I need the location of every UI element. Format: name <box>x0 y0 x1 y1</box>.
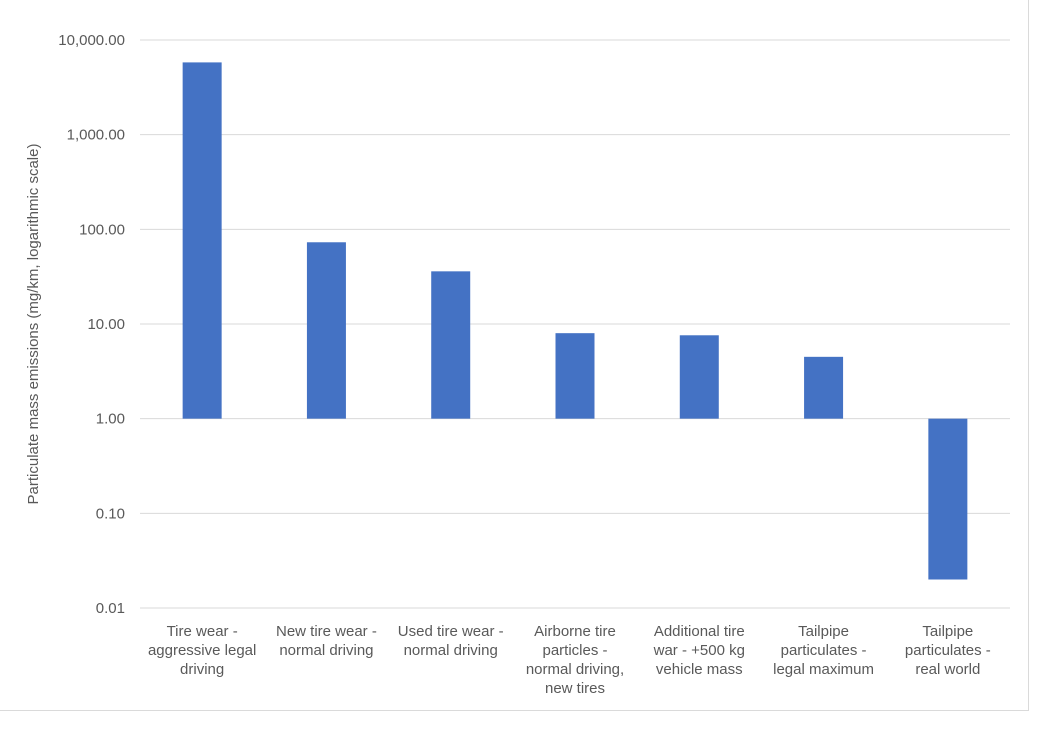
y-axis-title: Particulate mass emissions (mg/km, logar… <box>25 144 42 505</box>
chart-frame <box>0 0 1029 711</box>
x-axis-labels: Tire wear - aggressive legal driving New ti… <box>148 623 991 697</box>
x-category-label-line: Tailpipe <box>798 623 849 640</box>
x-category-label-line: Airborne tire <box>534 623 616 640</box>
x-category-label: Airborne tire particles - normal driving, n… <box>526 623 624 697</box>
x-category-label-line: Used tire wear - <box>398 623 504 640</box>
x-category-label-line: particulates - <box>781 642 867 659</box>
x-category-label-line: normal driving, <box>526 661 624 678</box>
bar <box>306 242 346 419</box>
x-category-label: Additional tire war - +500 kg vehicle mass <box>653 623 745 678</box>
y-tick-label: 1.00 <box>96 411 125 428</box>
x-category-label: Tire wear - aggressive legal driving <box>148 623 256 678</box>
x-category-label-line: particulates - <box>905 642 991 659</box>
x-category-label: Tailpipe particulates - real world <box>905 623 991 678</box>
x-category-label-line: Tailpipe <box>922 623 973 640</box>
y-tick-label: 0.01 <box>96 600 125 617</box>
bar-chart: 0.01 0.10 1.00 10.00 100.00 1,000.00 10,000.00… <box>25 32 1010 697</box>
x-category-label-line: aggressive legal <box>148 642 256 659</box>
x-category-label-line: New tire wear - <box>276 623 377 640</box>
y-tick-label: 1,000.00 <box>67 127 125 144</box>
y-axis-ticks: 0.01 0.10 1.00 10.00 100.00 1,000.00 10,000.00 <box>58 32 125 617</box>
bar <box>928 418 968 580</box>
x-category-label-line: Tire wear - <box>167 623 238 640</box>
x-category-label-line: normal driving <box>279 642 373 659</box>
bars <box>182 62 968 580</box>
x-category-label-line: vehicle mass <box>656 661 743 678</box>
x-category-label-line: new tires <box>545 680 605 697</box>
x-category-label-line: Additional tire <box>654 623 745 640</box>
x-category-label-line: normal driving <box>404 642 498 659</box>
bar <box>679 335 719 419</box>
x-category-label-line: particles - <box>542 642 607 659</box>
x-category-label: Tailpipe particulates - legal maximum <box>773 623 874 678</box>
y-tick-label: 0.10 <box>96 505 125 522</box>
x-category-label: Used tire wear - normal driving <box>398 623 504 659</box>
y-tick-label: 100.00 <box>79 221 125 238</box>
x-category-label: New tire wear - normal driving <box>276 623 377 659</box>
bar <box>804 356 844 419</box>
bar <box>182 62 222 419</box>
bar <box>431 271 471 419</box>
x-category-label-line: war - +500 kg <box>653 642 745 659</box>
gridlines <box>140 39 1010 609</box>
y-tick-label: 10.00 <box>87 316 125 333</box>
x-category-label-line: driving <box>180 661 224 678</box>
bar <box>555 333 595 419</box>
x-category-label-line: legal maximum <box>773 661 874 678</box>
x-category-label-line: real world <box>915 661 980 678</box>
y-tick-label: 10,000.00 <box>58 32 125 49</box>
